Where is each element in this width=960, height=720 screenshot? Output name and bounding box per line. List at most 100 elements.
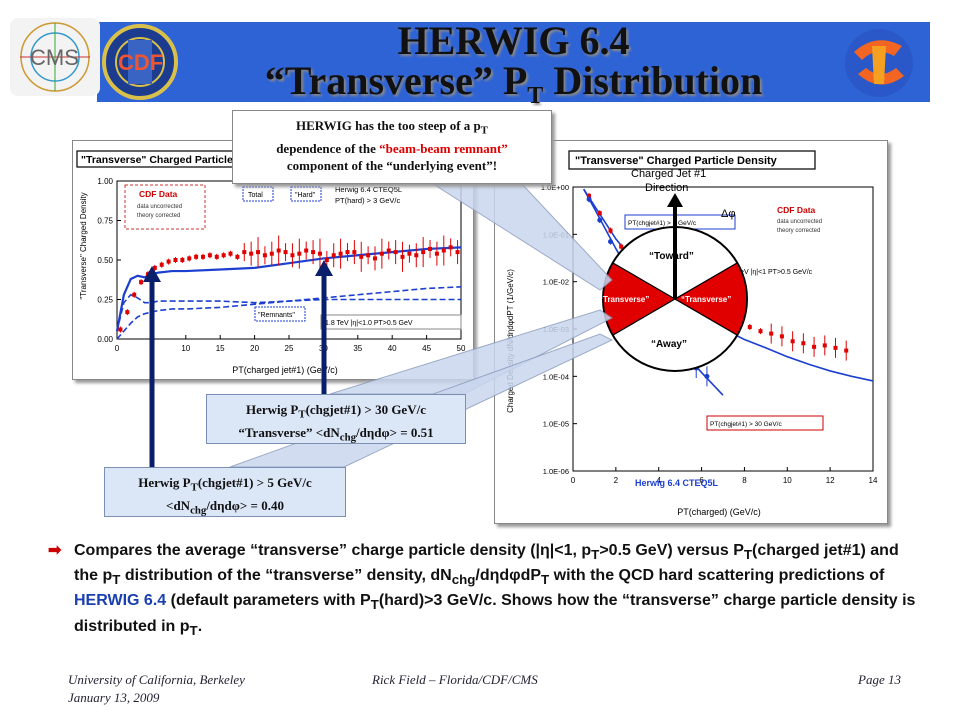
title-transverse: “Transverse” P — [264, 58, 528, 103]
left-cdf-legend-title: CDF Data — [139, 189, 178, 199]
left-data-point — [187, 256, 192, 261]
callout-top-line1: HERWIG has the too steep of a pT — [233, 117, 551, 140]
jet-direction-line2: Direction — [645, 182, 688, 194]
left-data-point — [207, 253, 212, 258]
callout-top-line2-text: dependence of the — [276, 140, 380, 156]
left-data-point — [317, 251, 322, 256]
right-xtick-label: 14 — [869, 476, 878, 485]
left-note-box — [320, 314, 462, 330]
callout-30-line2: “Transverse” <dNchg/dηdφ> = 0.51 — [207, 424, 465, 447]
right-data30-point — [822, 343, 827, 348]
left-label-total-box — [242, 186, 274, 202]
left-chart-ylabel: "Transverse" Charged Density — [79, 192, 88, 299]
right-xtick-label: 0 — [571, 476, 576, 485]
bullet-part4: distribution of the “transverse” density… — [120, 567, 452, 585]
left-data-point — [221, 253, 226, 258]
left-data-point — [118, 327, 123, 332]
left-data-point — [448, 245, 453, 250]
left-data-point — [262, 253, 267, 258]
left-xtick-label: 10 — [181, 344, 190, 353]
bullet-arrow-icon: ➡ — [48, 542, 62, 559]
bullet-part1: Compares the average “transverse” charge… — [74, 542, 592, 559]
cms-logo-text: CMS — [30, 45, 79, 70]
bullet-part8: (hard)>3 GeV/c. Shows how the “transvers… — [74, 592, 916, 635]
callout-30-line1sub: T — [298, 408, 306, 421]
cdf-logo: CDF — [100, 22, 180, 102]
dphi-label: Δφ — [721, 208, 735, 220]
right-herwig-label: Herwig 6.4 CTEQ5L — [635, 478, 719, 488]
bullet-sub5: T — [541, 572, 550, 588]
left-data-point — [242, 250, 247, 255]
left-label-remnants-box — [254, 306, 306, 322]
left-data-point — [345, 250, 350, 255]
left-chart: "Transverse" Charged Particle Density "T… — [76, 150, 466, 375]
left-cdf-legend-line1: data uncorrected — [137, 204, 182, 210]
left-data-point — [283, 250, 288, 255]
transverse-wedge-left — [602, 262, 676, 336]
right-data30-point — [587, 193, 592, 198]
callout-30-line2a: “Transverse” <dN — [238, 424, 340, 440]
right-xtick-label: 12 — [826, 476, 835, 485]
right-note: 1.8 TeV |η|<1 PT>0.5 GeV/c — [725, 269, 813, 276]
left-cdf-legend-line2: theory corrected — [137, 213, 180, 219]
region-diagram: Charged Jet #1 Direction Δφ “Toward” “Aw… — [599, 168, 748, 372]
right-chart-xlabel: PT(charged) (GeV/c) — [677, 507, 761, 517]
callout-herwig-too-steep: HERWIG has the too steep of a pT depende… — [232, 110, 552, 184]
right-chart-title-box — [568, 150, 816, 170]
left-data-point — [159, 262, 164, 267]
left-data-point — [359, 254, 364, 259]
left-data-point — [324, 258, 329, 262]
callout-5-line2: <dNchg/dηdφ> = 0.40 — [105, 497, 345, 520]
bullet-part3: (charged jet#1) and the p — [74, 542, 899, 585]
bullet-sub4: chg — [451, 572, 476, 588]
left-data-point — [373, 256, 377, 261]
callout-30-line2b: /dηdφ> = 0.51 — [356, 424, 434, 440]
callout-30-line1b: (chgjet#1) > 30 GeV/c — [305, 402, 426, 417]
right-tag-5: PT(chgjet#1) > 5 GeV/c — [628, 220, 697, 227]
bullet-part7: (default parameters with P — [166, 592, 371, 610]
left-chart-xlabel: PT(charged jet#1) (GeV/c) — [232, 365, 338, 375]
jet-arrow-head — [667, 193, 683, 207]
right-data30-point — [833, 345, 838, 350]
right-data30-point — [790, 339, 795, 344]
right-data30-point — [758, 329, 763, 334]
left-data-point — [269, 251, 274, 256]
left-label-hard: "Hard" — [295, 192, 316, 199]
left-data-point — [125, 310, 130, 315]
florida-logo — [836, 24, 922, 102]
right-xtick-label: 8 — [742, 476, 747, 485]
jet-direction-line1: Charged Jet #1 — [631, 168, 706, 180]
bullet-part9: . — [197, 617, 203, 635]
right-data30-point — [597, 211, 602, 216]
left-data-point — [139, 280, 144, 285]
right-tag-30-box — [706, 415, 824, 431]
callout-5-line2a: <dN — [166, 497, 191, 513]
right-cdf-legend-line2: theory corrected — [777, 228, 820, 234]
footer-date: January 13, 2009 — [68, 690, 160, 705]
left-data-point — [166, 259, 171, 264]
callout-herwig-30: Herwig PT(chgjet#1) > 30 GeV/c “Transver… — [206, 394, 466, 444]
right-ytick-label: 1.0E-02 — [543, 278, 569, 287]
transverse-wedge-right — [674, 262, 748, 336]
left-data-point — [414, 253, 419, 258]
left-data-point — [201, 254, 205, 259]
arrow-5-head — [143, 266, 161, 282]
left-data-point — [428, 246, 433, 251]
right-ytick-label: 1.0E+00 — [541, 183, 569, 192]
bullet-sub7: T — [370, 597, 379, 613]
right-data30-point — [779, 334, 784, 339]
region-transverse-left: “Transverse” — [599, 295, 649, 304]
left-xtick-label: 25 — [285, 344, 294, 353]
title-sub: T — [527, 83, 544, 109]
left-data-point — [400, 254, 405, 259]
left-data-point — [228, 251, 233, 256]
left-data-point — [352, 250, 357, 255]
footer-author: Rick Field – Florida/CDF/CMS — [372, 672, 538, 687]
left-xtick-label: 40 — [388, 344, 397, 353]
arrow-30-head — [315, 260, 333, 276]
right-xtick-label: 6 — [699, 476, 704, 485]
left-data-point — [379, 251, 384, 256]
left-data-point — [455, 250, 460, 255]
bullet-sub1: T — [591, 547, 600, 563]
bullet-sub3: T — [112, 572, 121, 588]
